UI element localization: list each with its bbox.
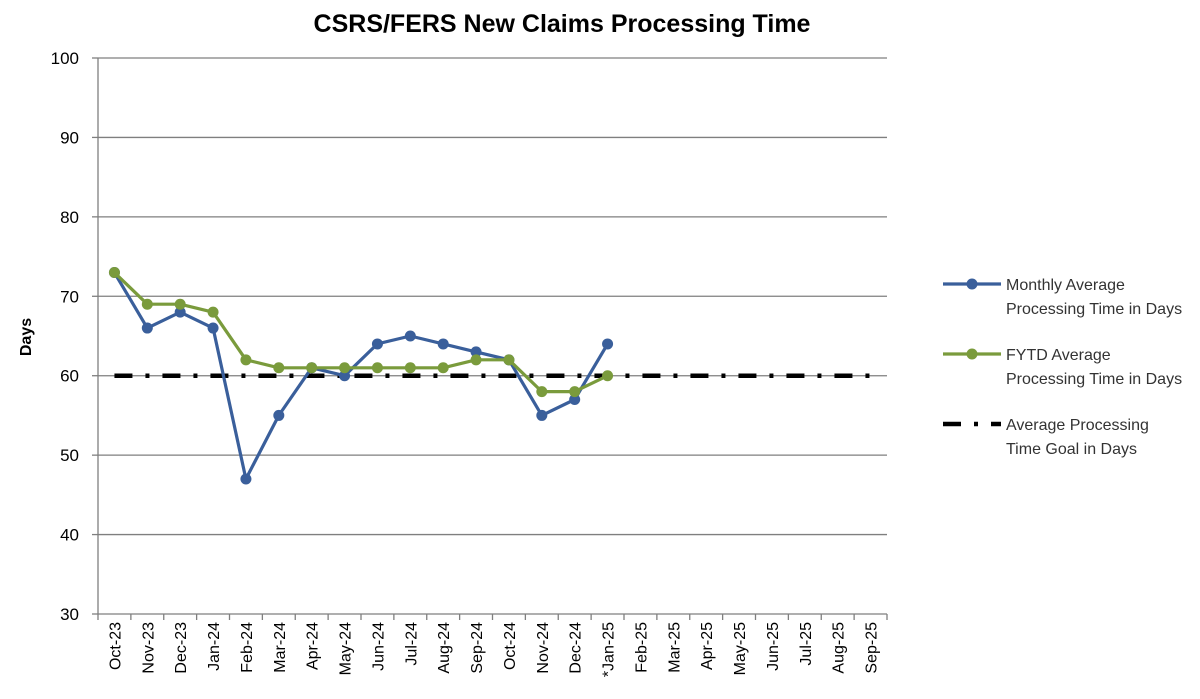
fytd-point-Aug-24 <box>437 362 449 374</box>
fytd-average-line <box>113 271 609 394</box>
grid-lines <box>92 57 887 615</box>
fytd-point-Feb-24 <box>240 354 252 366</box>
fytd-point-Nov-24 <box>536 386 548 398</box>
x-tick-label: Jan-24 <box>206 622 223 671</box>
monthly-point-Nov-23 <box>141 322 153 334</box>
y-axis-ticks: 30 40 50 60 70 80 90 100 <box>51 49 79 624</box>
x-tick-label: Aug-25 <box>831 622 848 674</box>
legend-swatch-marker-0 <box>966 278 978 290</box>
x-tick-label: Aug-24 <box>436 622 453 674</box>
x-tick-label: Nov-24 <box>535 622 552 674</box>
monthly-point-Dec-24 <box>569 394 581 406</box>
x-tick-label: Mar-25 <box>666 622 683 673</box>
monthly-point-Feb-24 <box>240 473 252 485</box>
monthly-point-Aug-24 <box>437 338 449 350</box>
fytd-point-Nov-23 <box>141 298 153 310</box>
monthly-point-Nov-24 <box>536 409 548 421</box>
monthly-point-Sep-24 <box>470 346 482 358</box>
chart-title: CSRS/FERS New Claims Processing Time <box>314 10 811 38</box>
x-tick-label: Feb-25 <box>633 622 650 673</box>
fytd-point-Sep-24 <box>470 354 482 366</box>
x-tick-label: May-25 <box>732 622 749 675</box>
y-tick-label: 80 <box>60 208 79 227</box>
legend-swatch-marker-1 <box>966 348 978 360</box>
legend-label: Time Goal in Days <box>1006 441 1137 458</box>
y-tick-label: 40 <box>60 526 79 545</box>
y-tick-label: 70 <box>60 287 79 306</box>
monthly-point-May-24 <box>339 370 351 382</box>
fytd-point-Oct-24 <box>503 354 515 366</box>
fytd-point-May-24 <box>339 362 351 374</box>
x-tick-label: Apr-25 <box>699 622 716 670</box>
x-tick-label: Nov-23 <box>140 622 157 674</box>
y-axis-label: Days <box>18 318 35 356</box>
x-tick-label: Jul-25 <box>798 622 815 666</box>
fytd-point-Jul-24 <box>404 362 416 374</box>
monthly-point-*Jan-25 <box>602 338 614 350</box>
x-tick-label: Oct-23 <box>107 622 124 670</box>
x-tick-label: Apr-24 <box>305 622 322 670</box>
series-layer <box>108 266 871 485</box>
y-tick-label: 50 <box>60 446 79 465</box>
fytd-point-Oct-23 <box>108 266 120 278</box>
monthly-point-Jun-24 <box>371 338 383 350</box>
fytd-point-Jan-24 <box>207 306 219 318</box>
y-tick-label: 100 <box>51 49 79 68</box>
fytd-point-Mar-24 <box>273 362 285 374</box>
legend-label: FYTD Average <box>1006 347 1111 364</box>
fytd-point-Dec-24 <box>569 386 581 398</box>
monthly-point-Jan-24 <box>207 322 219 334</box>
legend-label: Monthly Average <box>1006 277 1125 294</box>
x-tick-label: Jun-25 <box>765 622 782 671</box>
monthly-point-Dec-23 <box>174 306 186 318</box>
x-tick-label: Mar-24 <box>272 622 289 673</box>
legend-label: Average Processing <box>1006 417 1149 434</box>
x-tick-label: Jul-24 <box>403 622 420 666</box>
x-tick-label: Feb-24 <box>239 622 256 673</box>
fytd-point-Dec-23 <box>174 298 186 310</box>
legend-label: Processing Time in Days <box>1006 371 1182 388</box>
x-tick-label: Sep-25 <box>864 622 881 674</box>
x-tick-label: *Jan-25 <box>601 622 618 677</box>
x-axis-ticks: Oct-23 Nov-23 Dec-23 Jan-24 Feb-24 Mar-24 Apr-… <box>97 614 888 677</box>
x-tick-label: Sep-24 <box>469 622 486 674</box>
x-tick-label: Dec-24 <box>568 622 585 674</box>
fytd-point-Apr-24 <box>306 362 318 374</box>
legend: Monthly Average Processing Time in Days FY… <box>943 277 1182 458</box>
monthly-point-Jul-24 <box>404 330 416 342</box>
x-tick-label: May-24 <box>338 622 355 675</box>
fytd-point-Jun-24 <box>371 362 383 374</box>
y-tick-label: 30 <box>60 605 79 624</box>
y-tick-label: 60 <box>60 367 79 386</box>
x-tick-label: Jun-24 <box>370 622 387 671</box>
x-tick-label: Dec-23 <box>173 622 190 674</box>
legend-label: Processing Time in Days <box>1006 301 1182 318</box>
monthly-point-Mar-24 <box>273 409 285 421</box>
fytd-point-*Jan-25 <box>602 370 614 382</box>
y-tick-label: 90 <box>60 128 79 147</box>
x-tick-label: Oct-24 <box>502 622 519 670</box>
monthly-average-line <box>113 271 609 481</box>
